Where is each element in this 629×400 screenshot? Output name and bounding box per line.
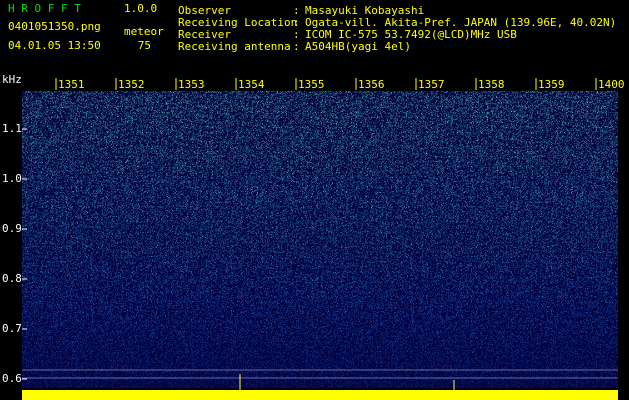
meteor-count: 75	[138, 39, 151, 52]
info-value: ICOM IC-575 53.7492(@LCD)MHz USB	[305, 28, 517, 41]
info-label: Receiving antenna	[178, 40, 291, 53]
x-tick-label: 1354	[238, 78, 265, 91]
datetime: 04.01.05 13:50	[8, 39, 101, 52]
app-name: H R O F F T	[8, 2, 81, 15]
info-label: Receiver	[178, 28, 231, 41]
x-tick-label: 1357	[418, 78, 445, 91]
x-tick-label: 1359	[538, 78, 565, 91]
info-separator: :	[293, 16, 300, 29]
info-value: Masayuki Kobayashi	[305, 4, 424, 17]
time-bar	[22, 78, 618, 91]
info-separator: :	[293, 4, 300, 17]
x-tick-label: 1353	[178, 78, 205, 91]
info-separator: :	[293, 40, 300, 53]
y-tick-label: 1.1	[2, 122, 22, 135]
y-tick-label: 0.9	[2, 222, 22, 235]
y-tick-label: 0.8	[2, 272, 22, 285]
x-tick-label: 1400	[598, 78, 625, 91]
info-label: Receiving Location	[178, 16, 297, 29]
info-value: A504HB(yagi 4el)	[305, 40, 411, 53]
file-name: 0401051350.png	[8, 20, 101, 33]
y-tick-label: 0.6	[2, 372, 22, 385]
meteor-label: meteor	[124, 25, 164, 38]
x-tick-label: 1355	[298, 78, 325, 91]
y-unit: kHz	[2, 73, 22, 86]
info-value: Ogata-vill. Akita-Pref. JAPAN (139.96E, …	[305, 16, 616, 29]
x-tick-label: 1356	[358, 78, 385, 91]
info-label: Observer	[178, 4, 231, 17]
info-separator: :	[293, 28, 300, 41]
x-tick-label: 1358	[478, 78, 505, 91]
spectrogram	[22, 78, 618, 400]
version: 1.0.0	[124, 2, 157, 15]
x-tick-label: 1351	[58, 78, 85, 91]
x-tick-label: 1352	[118, 78, 145, 91]
y-tick-label: 0.7	[2, 322, 22, 335]
y-tick-label: 1.0	[2, 172, 22, 185]
